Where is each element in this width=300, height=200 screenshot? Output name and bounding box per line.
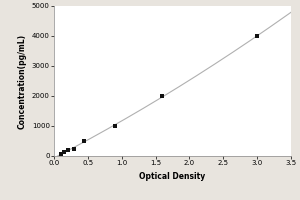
Point <box>112 124 117 128</box>
Y-axis label: Concentration(pg/mL): Concentration(pg/mL) <box>17 33 26 129</box>
X-axis label: Optical Density: Optical Density <box>140 172 206 181</box>
Point <box>58 153 63 156</box>
Point <box>65 149 70 152</box>
Point <box>72 147 77 150</box>
Point <box>82 139 87 143</box>
Point <box>62 151 67 154</box>
Point <box>160 94 165 98</box>
Point <box>255 34 260 38</box>
